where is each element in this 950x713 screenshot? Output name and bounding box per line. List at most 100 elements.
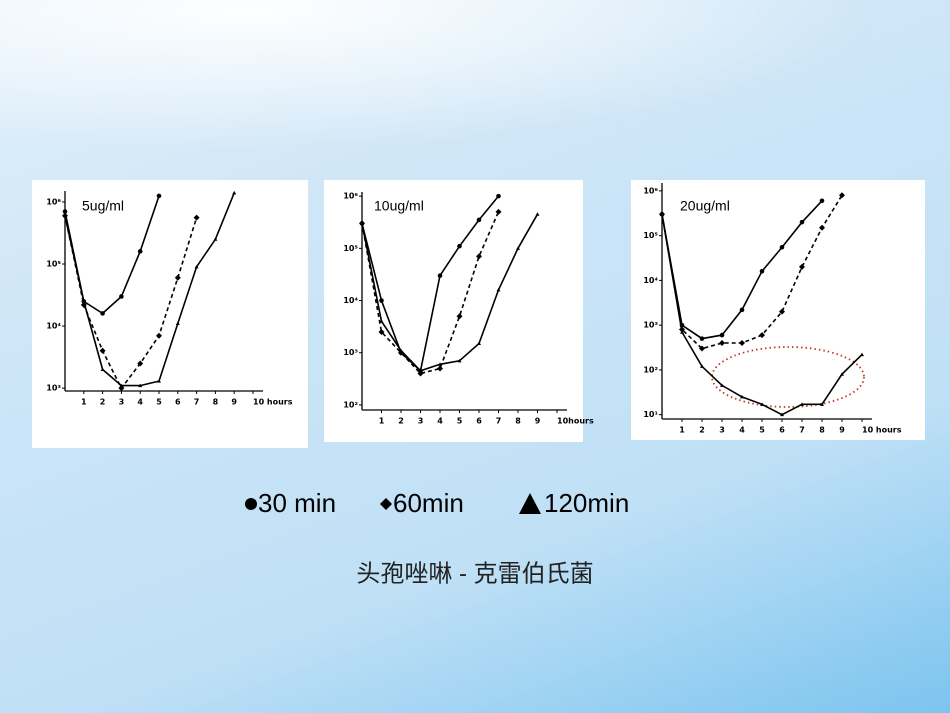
point bbox=[174, 274, 181, 281]
point bbox=[399, 348, 403, 353]
y-tick-label: 10⁵ bbox=[343, 244, 358, 253]
point bbox=[138, 383, 143, 388]
panel bbox=[631, 180, 925, 440]
chart-title: 20ug/ml bbox=[680, 198, 730, 214]
point bbox=[720, 383, 724, 387]
series-line bbox=[64, 192, 235, 387]
panel bbox=[32, 180, 308, 448]
point bbox=[496, 287, 501, 292]
point bbox=[100, 367, 105, 371]
point bbox=[477, 341, 481, 346]
x-tick-label: 10 hours bbox=[862, 426, 902, 435]
point bbox=[779, 244, 785, 250]
x-tick-label: 8 bbox=[213, 398, 219, 407]
point bbox=[779, 308, 785, 315]
point bbox=[700, 364, 704, 368]
point bbox=[137, 249, 143, 254]
x-tick-label: 6 bbox=[175, 398, 181, 407]
point bbox=[100, 311, 105, 316]
series-line bbox=[361, 211, 500, 375]
point bbox=[800, 402, 804, 406]
point bbox=[799, 219, 805, 225]
point bbox=[119, 383, 124, 388]
y-tick-label: 10³ bbox=[46, 384, 61, 393]
series-line bbox=[661, 194, 843, 350]
chart-title: 5ug/ml bbox=[82, 198, 124, 214]
point bbox=[438, 362, 442, 366]
y-tick-label: 10⁵ bbox=[643, 231, 658, 240]
x-tick-label: 3 bbox=[119, 398, 125, 407]
point bbox=[156, 332, 162, 339]
x-tick-label: 3 bbox=[418, 417, 424, 426]
point bbox=[360, 221, 364, 225]
x-tick-label: 7 bbox=[496, 417, 502, 426]
x-tick-label: 7 bbox=[194, 398, 200, 407]
x-tick-label: 6 bbox=[779, 426, 785, 435]
point bbox=[759, 268, 765, 274]
point bbox=[819, 198, 825, 204]
point bbox=[175, 321, 180, 326]
point bbox=[516, 246, 520, 250]
point bbox=[379, 319, 384, 323]
x-tick-label: 9 bbox=[535, 417, 541, 426]
point bbox=[418, 368, 423, 373]
x-tick-label: 1 bbox=[379, 417, 385, 426]
point bbox=[119, 294, 124, 299]
y-tick-label: 10⁴ bbox=[643, 276, 658, 285]
point bbox=[137, 360, 144, 367]
point bbox=[437, 273, 443, 278]
y-tick-label: 10¹ bbox=[643, 410, 658, 419]
point bbox=[496, 193, 501, 199]
point bbox=[476, 217, 482, 223]
point bbox=[63, 213, 67, 218]
point bbox=[99, 347, 106, 354]
point bbox=[699, 345, 705, 352]
x-tick-label: 4 bbox=[739, 426, 745, 435]
x-tick-label: 8 bbox=[515, 417, 521, 426]
legend-marker bbox=[519, 493, 541, 514]
legend-label: 60min bbox=[393, 488, 464, 518]
x-tick-label: 2 bbox=[699, 426, 705, 435]
point bbox=[157, 379, 161, 383]
point bbox=[820, 402, 824, 406]
x-tick-label: 4 bbox=[437, 417, 443, 426]
y-tick-label: 10⁵ bbox=[46, 260, 61, 269]
y-tick-label: 10⁴ bbox=[343, 296, 358, 305]
point bbox=[680, 330, 684, 334]
point bbox=[739, 307, 745, 313]
point bbox=[839, 192, 845, 199]
point bbox=[535, 212, 540, 216]
x-tick-label: 10 hours bbox=[253, 398, 293, 407]
legend-label: 30 min bbox=[258, 488, 336, 518]
point bbox=[840, 372, 844, 376]
x-tick-label: 1 bbox=[81, 398, 87, 407]
x-tick-label: 10hours bbox=[557, 417, 594, 426]
point bbox=[378, 328, 385, 335]
caption: 头孢唑啉 - 克雷伯氏菌 bbox=[356, 560, 593, 587]
point bbox=[819, 224, 825, 231]
x-tick-label: 8 bbox=[819, 426, 825, 435]
point bbox=[740, 394, 744, 399]
point bbox=[719, 332, 725, 338]
x-tick-label: 4 bbox=[137, 398, 143, 407]
point bbox=[799, 263, 805, 270]
y-tick-label: 10² bbox=[343, 400, 358, 409]
highlight-ellipse bbox=[711, 346, 865, 408]
point bbox=[860, 352, 864, 357]
point bbox=[495, 208, 502, 215]
point bbox=[62, 209, 68, 214]
point bbox=[456, 313, 463, 320]
legend-label: 120min bbox=[544, 488, 629, 518]
x-tick-label: 3 bbox=[719, 426, 725, 435]
point bbox=[437, 365, 443, 372]
series-line bbox=[361, 195, 500, 373]
point bbox=[660, 212, 664, 216]
y-tick-label: 10⁶ bbox=[46, 197, 61, 206]
point bbox=[719, 339, 725, 346]
x-tick-label: 7 bbox=[799, 426, 805, 435]
point bbox=[760, 402, 764, 406]
point bbox=[156, 193, 162, 199]
y-tick-label: 10⁶ bbox=[343, 192, 358, 201]
point bbox=[457, 358, 462, 363]
